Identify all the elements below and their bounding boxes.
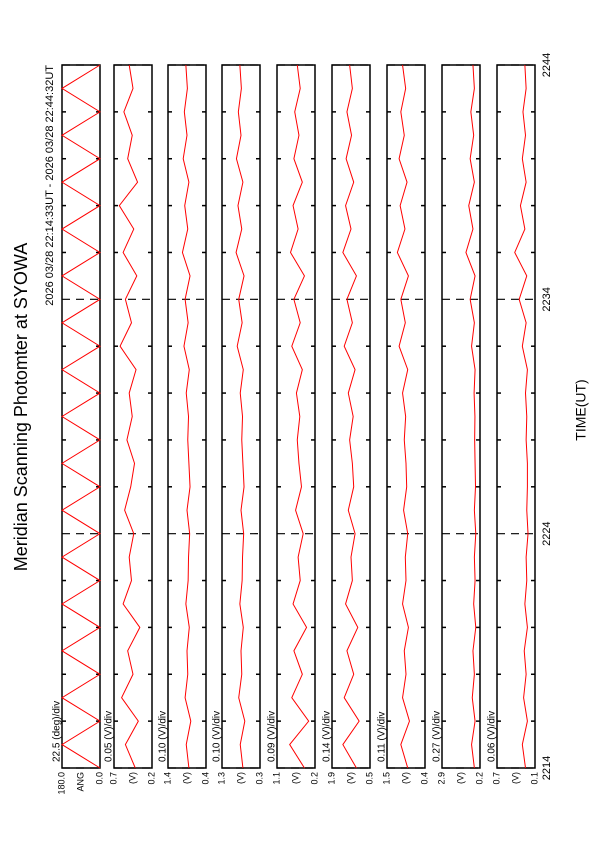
chart-title: Meridian Scanning Photomter at SYOWA <box>11 243 31 571</box>
panel-div-label: 22.5 (deg)/div <box>52 701 63 762</box>
panel-frame <box>276 64 316 769</box>
x-tick-label: 2244 <box>541 53 553 77</box>
data-line <box>465 64 477 769</box>
panel-label: (V) <box>400 772 410 784</box>
y-tick-label: 0.2 <box>309 772 319 785</box>
y-tick-label: 0.3 <box>254 772 264 785</box>
panel-frame <box>441 64 481 769</box>
panel-div-label: 0.10 (V)/div <box>212 711 223 762</box>
y-tick-label: 0.0 <box>94 772 104 785</box>
y-tick-label: 180.0 <box>56 772 66 795</box>
panel-frame <box>331 64 371 769</box>
y-tick-label: 0.2 <box>474 772 484 785</box>
panel-div-label: 0.14 (V)/div <box>322 711 333 762</box>
data-line <box>514 64 529 769</box>
data-line <box>396 64 410 769</box>
panel-label: (V) <box>290 772 300 784</box>
panel-label: ANG <box>75 772 85 792</box>
panel-label: (V) <box>345 772 355 784</box>
y-tick-label: 0.7 <box>108 772 118 785</box>
panel-label: (V) <box>127 772 137 784</box>
y-tick-label: 1.9 <box>326 772 336 785</box>
x-tick-label: 2234 <box>541 287 553 311</box>
panel-div-label: 0.06 (V)/div <box>487 711 498 762</box>
plot-area: Meridian Scanning Photomter at SYOWA 202… <box>11 53 589 795</box>
y-tick-label: 1.1 <box>271 772 281 785</box>
panel-label: (V) <box>181 772 191 784</box>
panel-label: (V) <box>510 772 520 784</box>
y-tick-label: 0.7 <box>491 772 501 785</box>
y-tick-label: 0.2 <box>146 772 156 785</box>
x-tick-label: 2214 <box>541 756 553 780</box>
data-line <box>235 64 246 769</box>
y-tick-label: 0.5 <box>364 772 374 785</box>
panel-div-label: 0.11 (V)/div <box>377 712 388 762</box>
x-tick-label: 2224 <box>541 521 553 545</box>
panel-label: (V) <box>235 772 245 784</box>
y-tick-label: 1.5 <box>381 772 391 785</box>
y-tick-label: 1.3 <box>216 772 226 785</box>
data-line <box>342 64 360 769</box>
panel-div-label: 0.10 (V)/div <box>158 711 169 762</box>
y-tick-label: 0.4 <box>200 772 210 785</box>
data-line <box>289 64 310 769</box>
x-axis-label: TIME(UT) <box>573 379 589 440</box>
panel-frame <box>496 64 536 769</box>
y-tick-label: 0.4 <box>419 772 429 785</box>
chart-subtitle: 2026 03/28 22:14:33UT - 2026 03/28 22:44… <box>44 65 56 306</box>
panel-div-label: 0.27 (V)/div <box>432 711 443 762</box>
panel-label: (V) <box>455 772 465 784</box>
panel-div-label: 0.09 (V)/div <box>267 711 278 762</box>
y-tick-label: 0.1 <box>529 772 539 785</box>
y-tick-label: 2.9 <box>436 772 446 785</box>
data-line <box>181 64 192 769</box>
panel-div-label: 0.05 (V)/div <box>104 711 115 762</box>
data-line <box>118 64 141 769</box>
y-tick-label: 1.4 <box>162 772 172 785</box>
data-line <box>61 64 101 769</box>
